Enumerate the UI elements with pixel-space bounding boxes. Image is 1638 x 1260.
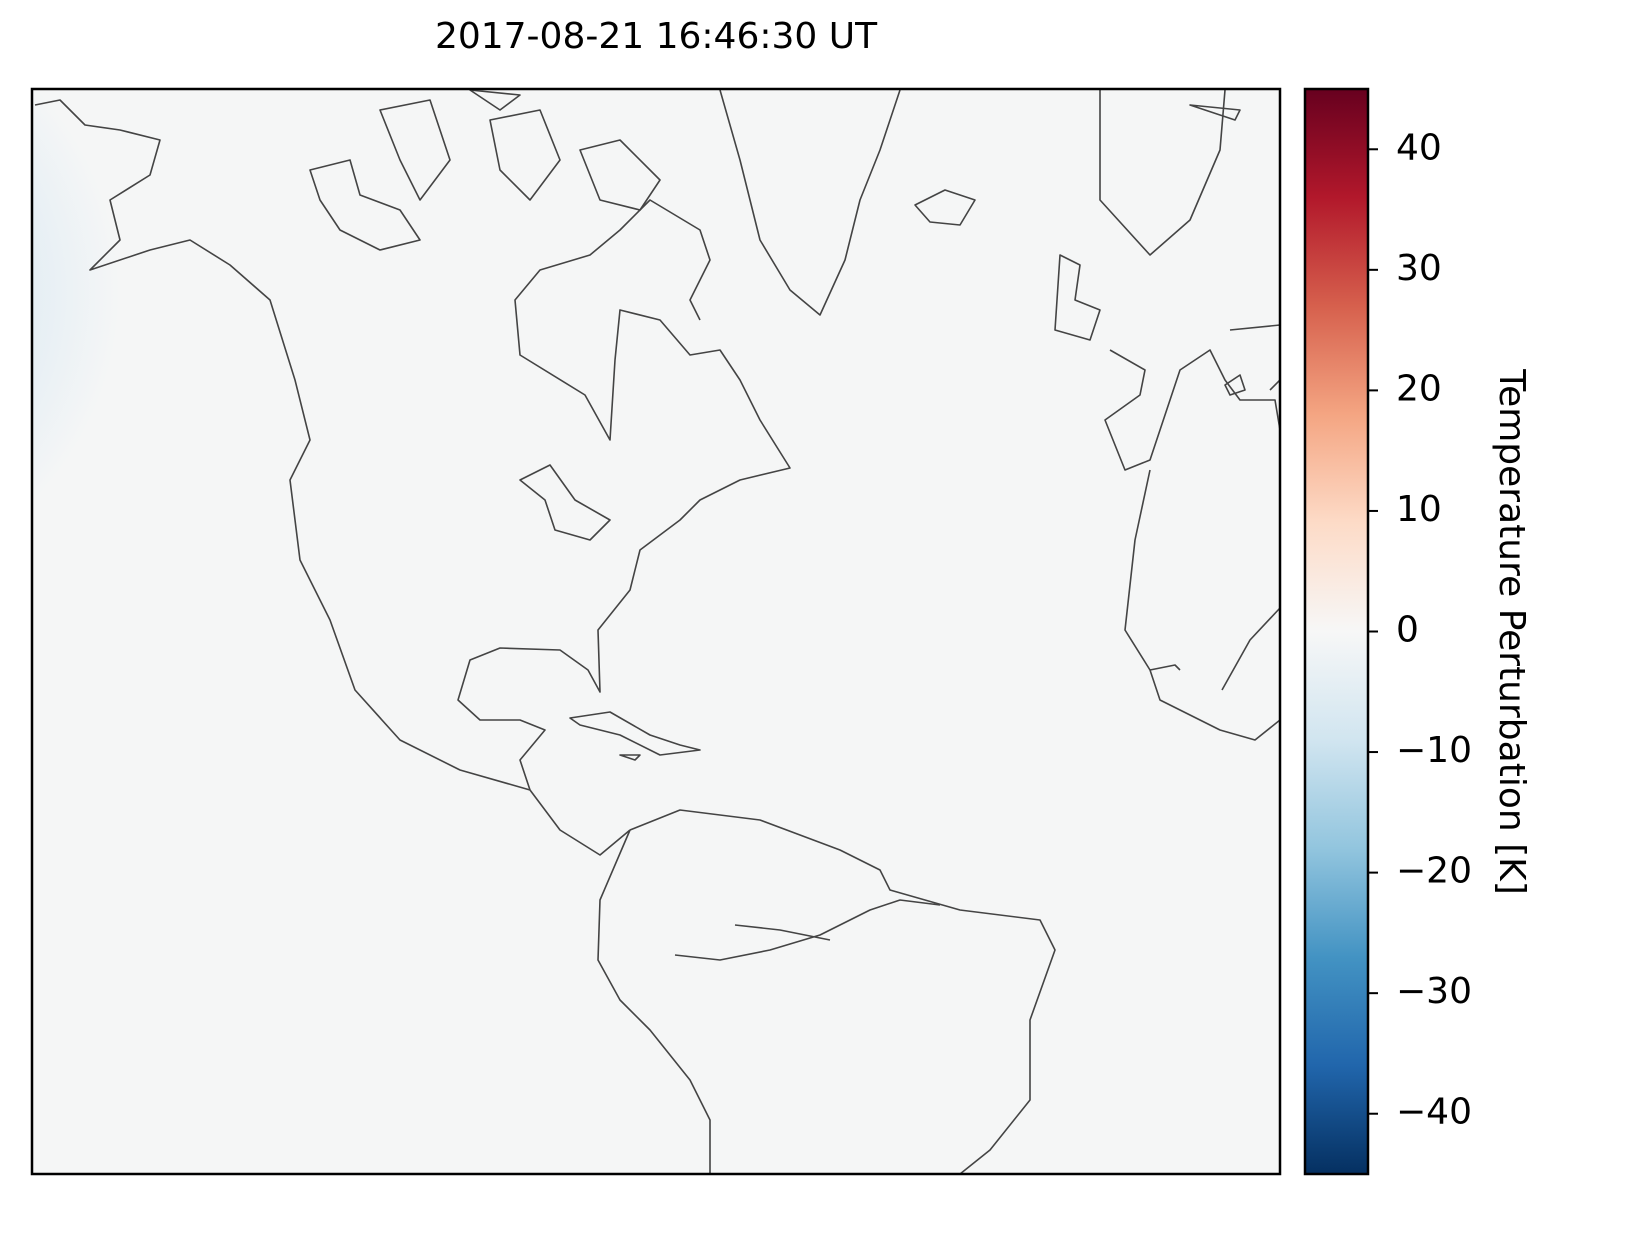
colorbar-tick-label: −40 [1396, 1092, 1472, 1133]
colorbar [1305, 89, 1368, 1174]
coastlines [34, 89, 1280, 1174]
colorbar-tick-label: 10 [1396, 489, 1442, 530]
perturbation-field [32, 89, 540, 810]
colorbar-tick-label: 0 [1396, 610, 1419, 651]
chart-title: 2017-08-21 16:46:30 UT [435, 16, 878, 57]
colorbar-tick-label: −20 [1396, 851, 1472, 892]
colorbar-tick-label: −30 [1396, 971, 1472, 1012]
colorbar-tick-label: −10 [1396, 730, 1472, 771]
map-frame [30, 87, 1282, 1176]
colorbar-tick-label: 30 [1396, 248, 1442, 289]
colorbar-tick-label: 40 [1396, 127, 1442, 168]
colorbar-label: Temperature Perturbation [K] [1491, 368, 1532, 895]
colorbar-tick-label: 20 [1396, 368, 1442, 409]
map-area [32, 89, 1280, 1174]
